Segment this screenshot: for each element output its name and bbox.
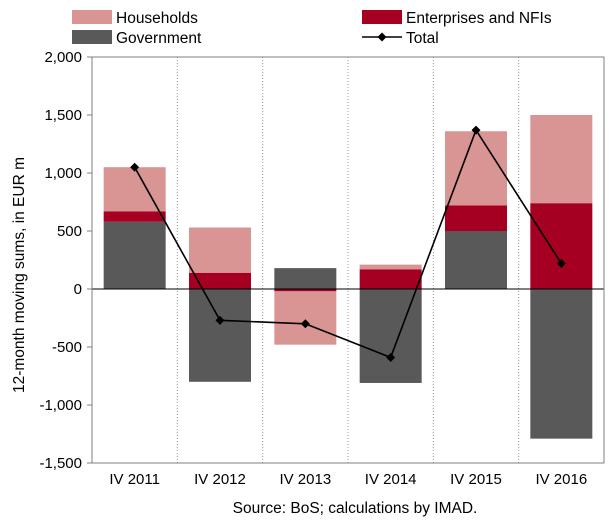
legend-item-total: Total bbox=[362, 30, 439, 47]
bar-households-iv-2014 bbox=[359, 264, 422, 270]
point-total-iv-2014 bbox=[386, 352, 396, 362]
bar-government-iv-2015 bbox=[445, 231, 507, 289]
point-total-iv-2013 bbox=[300, 319, 310, 329]
x-tick-label: IV 2014 bbox=[365, 471, 417, 488]
y-tick-label: 500 bbox=[57, 223, 82, 240]
bar-government-iv-2014 bbox=[359, 289, 422, 383]
legend-item-households: Households bbox=[72, 10, 198, 27]
bar-households-iv-2013 bbox=[274, 291, 337, 345]
legend-label-enterprises-and-nfis: Enterprises and NFIs bbox=[406, 10, 552, 27]
axes: -1,500 -1,000 -500 0 500 1,000 1,500 2,000 IV 20… bbox=[39, 49, 605, 488]
legend-item-enterprises-and-nfis: Enterprises and NFIs bbox=[362, 10, 552, 27]
bar-enterprises-and-nfis-iv-2011 bbox=[103, 211, 166, 222]
x-tick-label: IV 2015 bbox=[450, 471, 502, 488]
legend-marker-total bbox=[377, 32, 387, 42]
y-tick-label: 0 bbox=[74, 281, 82, 298]
bar-households-iv-2012 bbox=[189, 227, 251, 273]
x-tick-label: IV 2011 bbox=[109, 471, 160, 488]
legend-swatch-enterprises-and-nfis bbox=[362, 10, 402, 24]
bar-government-iv-2016 bbox=[530, 289, 593, 439]
y-tick-label: 1,000 bbox=[44, 165, 82, 182]
x-tick-label: IV 2013 bbox=[279, 471, 331, 488]
y-axis-label: 12-month moving sums, in EUR m bbox=[11, 157, 28, 393]
bar-government-iv-2013 bbox=[274, 268, 337, 289]
bar-households-iv-2016 bbox=[530, 115, 593, 204]
bars bbox=[103, 115, 593, 439]
plot-frame bbox=[91, 56, 605, 464]
point-total-iv-2011 bbox=[130, 162, 140, 172]
legend-swatch-government bbox=[72, 30, 112, 44]
total-line bbox=[130, 125, 566, 362]
source-note: Source: BoS; calculations by IMAD. bbox=[233, 500, 478, 517]
bar-enterprises-and-nfis-iv-2013 bbox=[274, 289, 337, 292]
y-tick-label: 2,000 bbox=[44, 49, 82, 66]
point-total-iv-2015 bbox=[471, 125, 481, 135]
bar-enterprises-and-nfis-iv-2016 bbox=[530, 203, 593, 289]
bar-households-iv-2015 bbox=[445, 131, 507, 206]
bar-enterprises-and-nfis-iv-2014 bbox=[359, 269, 422, 289]
legend-item-government: Government bbox=[72, 30, 202, 47]
point-total-iv-2012 bbox=[215, 315, 225, 325]
legend: Households Enterprises and NFIs Government… bbox=[72, 10, 552, 47]
y-tick-label: -1,500 bbox=[39, 455, 82, 472]
x-tick-label: IV 2012 bbox=[194, 471, 246, 488]
x-tick-label: IV 2016 bbox=[535, 471, 587, 488]
bar-enterprises-and-nfis-iv-2015 bbox=[445, 205, 507, 231]
bar-government-iv-2012 bbox=[189, 289, 251, 382]
y-tick-label: -500 bbox=[52, 339, 82, 356]
bar-government-iv-2011 bbox=[103, 221, 166, 289]
series-line-total bbox=[133, 128, 563, 359]
bar-enterprises-and-nfis-iv-2012 bbox=[189, 272, 251, 289]
legend-label-government: Government bbox=[116, 30, 202, 47]
point-total-iv-2016 bbox=[556, 258, 566, 268]
y-tick-label: -1,000 bbox=[39, 397, 82, 414]
legend-swatch-households bbox=[72, 10, 112, 24]
legend-label-total: Total bbox=[406, 30, 439, 47]
y-tick-label: 1,500 bbox=[44, 107, 82, 124]
legend-label-households: Households bbox=[116, 10, 198, 27]
